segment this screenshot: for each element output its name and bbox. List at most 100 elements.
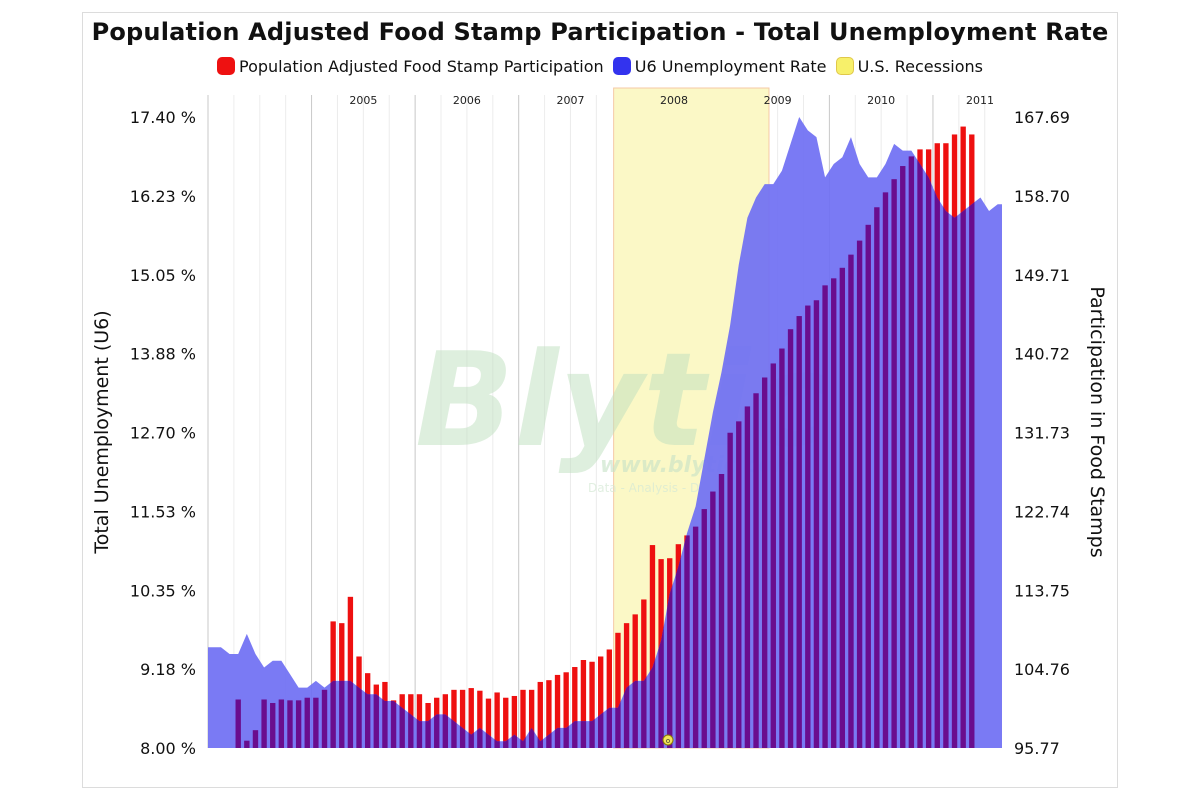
food-stamp-bar[interactable] bbox=[598, 656, 604, 748]
food-stamp-bar[interactable] bbox=[347, 596, 354, 748]
food-stamp-bar[interactable] bbox=[554, 674, 561, 748]
u6-area-path bbox=[208, 117, 1002, 748]
legend-item-food-stamps[interactable]: Population Adjusted Food Stamp Participa… bbox=[217, 57, 604, 76]
food-stamp-bar-overlap bbox=[779, 348, 785, 748]
food-stamp-bar-overlap bbox=[632, 614, 638, 748]
legend-swatch-u6 bbox=[612, 57, 631, 75]
left-tick-label: 16.23 % bbox=[130, 187, 196, 206]
food-stamp-bar-overlap bbox=[917, 149, 923, 748]
food-stamp-bar-overlap bbox=[943, 143, 949, 748]
food-stamp-bar[interactable] bbox=[546, 680, 552, 748]
left-tick-label: 8.00 % bbox=[140, 739, 196, 758]
food-stamp-bar-overlap bbox=[908, 156, 915, 748]
food-stamp-bar[interactable] bbox=[623, 623, 630, 748]
legend-swatch-food-stamps bbox=[217, 57, 236, 75]
food-stamp-bar-overlap bbox=[710, 491, 716, 748]
food-stamp-bar-overlap bbox=[684, 535, 690, 748]
food-stamp-bar-overlap bbox=[382, 681, 388, 748]
legend-label-recessions: U.S. Recessions bbox=[857, 57, 983, 76]
year-label: 2006 bbox=[453, 94, 481, 107]
food-stamp-bar-overlap bbox=[373, 684, 379, 748]
food-stamp-bar-overlap bbox=[813, 300, 820, 748]
food-stamp-bar[interactable] bbox=[494, 692, 500, 748]
food-stamp-bar-overlap bbox=[960, 126, 966, 748]
left-tick-label: 17.40 % bbox=[130, 108, 196, 127]
food-stamp-bar-overlap bbox=[278, 699, 285, 748]
food-stamp-bar-overlap bbox=[270, 702, 276, 748]
year-label: 2011 bbox=[966, 94, 994, 107]
food-stamp-bar[interactable] bbox=[649, 545, 656, 748]
food-stamp-bar-overlap bbox=[831, 278, 837, 748]
food-stamp-bar-overlap bbox=[313, 697, 319, 748]
food-stamp-bar-overlap bbox=[736, 421, 742, 748]
year-label: 2005 bbox=[349, 94, 377, 107]
year-label: 2007 bbox=[556, 94, 584, 107]
food-stamp-bar[interactable] bbox=[503, 697, 509, 748]
right-tick-label: 149.71 bbox=[1014, 266, 1070, 285]
food-stamp-bar-overlap bbox=[925, 149, 932, 748]
watermark-tagline: Data - Analysis - D bbox=[588, 481, 699, 495]
left-tick-label: 9.18 % bbox=[140, 660, 196, 679]
event-marker[interactable]: o bbox=[662, 734, 674, 746]
right-tick-label: 158.70 bbox=[1014, 187, 1070, 206]
food-stamp-bar-overlap bbox=[408, 694, 414, 748]
right-tick-label: 113.75 bbox=[1014, 581, 1070, 600]
food-stamp-bar-overlap bbox=[692, 526, 699, 748]
event-marker-label: o bbox=[666, 737, 670, 745]
legend-swatch-recessions bbox=[835, 57, 854, 75]
food-stamp-bar[interactable] bbox=[606, 649, 612, 748]
food-stamp-bar[interactable] bbox=[416, 694, 423, 748]
food-stamp-bar[interactable] bbox=[468, 688, 474, 748]
food-stamp-bar[interactable] bbox=[485, 698, 492, 748]
food-stamp-bar[interactable] bbox=[615, 632, 621, 748]
legend-label-food-stamps: Population Adjusted Food Stamp Participa… bbox=[239, 57, 604, 76]
legend-label-u6: U6 Unemployment Rate bbox=[634, 57, 827, 76]
left-tick-label: 15.05 % bbox=[130, 266, 196, 285]
food-stamp-bar[interactable] bbox=[580, 660, 587, 748]
food-stamp-bar-overlap bbox=[822, 285, 828, 748]
food-stamp-bar[interactable] bbox=[641, 599, 647, 748]
left-tick-label: 10.35 % bbox=[130, 581, 196, 600]
food-stamp-bar-overlap bbox=[874, 207, 880, 748]
legend-item-u6[interactable]: U6 Unemployment Rate bbox=[612, 57, 827, 76]
food-stamp-bar-overlap bbox=[856, 240, 863, 748]
right-tick-label: 122.74 bbox=[1014, 502, 1070, 521]
left-axis-title: Total Unemployment (U6) bbox=[91, 310, 113, 554]
food-stamp-bar-overlap bbox=[244, 740, 250, 748]
year-label: 2008 bbox=[660, 94, 688, 107]
left-tick-label: 12.70 % bbox=[130, 424, 196, 443]
food-stamp-bar-overlap bbox=[287, 700, 293, 748]
food-stamp-bar[interactable] bbox=[537, 681, 543, 748]
food-stamp-bar[interactable] bbox=[589, 661, 595, 748]
food-stamp-bar-overlap bbox=[434, 697, 440, 748]
u6-area bbox=[208, 117, 1002, 748]
food-stamp-bar[interactable] bbox=[451, 689, 457, 748]
legend-item-recessions[interactable]: U.S. Recessions bbox=[835, 57, 983, 76]
food-stamp-bar-overlap bbox=[882, 192, 889, 748]
food-stamp-bar[interactable] bbox=[572, 667, 578, 748]
right-axis-ticks: 167.69 158.70 149.71 140.72 131.73 122.74 113.… bbox=[1014, 108, 1070, 758]
food-stamp-bar-overlap bbox=[718, 473, 725, 748]
food-stamp-bar[interactable] bbox=[511, 695, 518, 748]
food-stamp-bar-overlap bbox=[667, 558, 673, 748]
food-stamp-bar-overlap bbox=[399, 694, 405, 748]
left-tick-label: 13.88 % bbox=[130, 345, 196, 364]
food-stamp-bar[interactable] bbox=[528, 689, 535, 748]
food-stamp-bar-overlap bbox=[796, 316, 802, 748]
year-label: 2009 bbox=[764, 94, 792, 107]
food-stamp-bar[interactable] bbox=[563, 672, 569, 748]
food-stamp-bar-overlap bbox=[356, 656, 362, 748]
food-stamp-bar-overlap bbox=[390, 700, 397, 748]
food-stamp-bar-overlap bbox=[900, 166, 906, 748]
food-stamp-bar[interactable] bbox=[477, 690, 483, 748]
left-tick-label: 11.53 % bbox=[130, 502, 196, 521]
food-stamp-bar-overlap bbox=[330, 621, 336, 748]
x-axis-years: 2005 2006 2007 2008 2009 2010 2011 bbox=[349, 94, 994, 107]
food-stamp-bar-overlap bbox=[304, 697, 310, 748]
food-stamp-bar[interactable] bbox=[520, 689, 526, 748]
food-stamp-bar[interactable] bbox=[459, 689, 466, 748]
food-stamp-bar-overlap bbox=[761, 377, 768, 748]
event-marker-dot bbox=[662, 734, 674, 746]
food-stamp-bar-overlap bbox=[261, 699, 267, 748]
food-stamp-bar-overlap bbox=[339, 623, 345, 748]
